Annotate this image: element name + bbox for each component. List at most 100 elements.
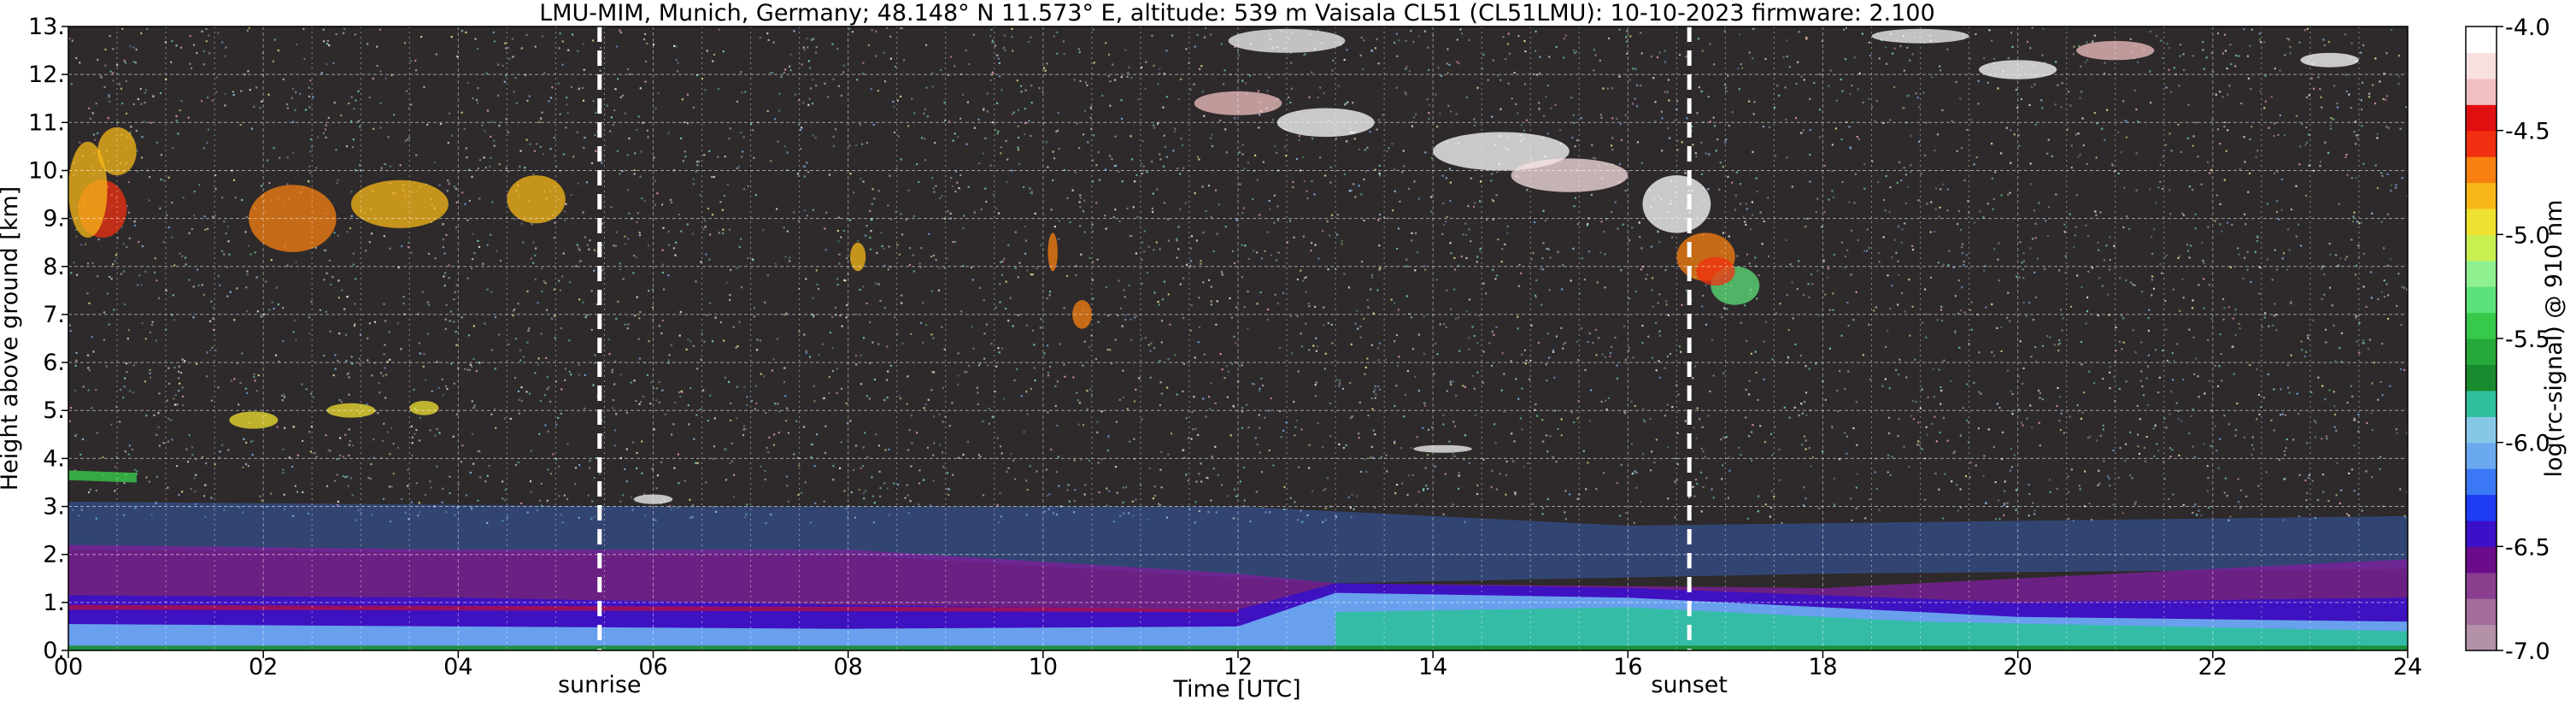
noise-speck xyxy=(1495,326,1498,328)
noise-speck xyxy=(1366,357,1369,360)
noise-speck xyxy=(1423,315,1426,318)
noise-speck xyxy=(526,341,529,344)
noise-speck xyxy=(1916,444,1919,446)
noise-speck xyxy=(190,67,193,69)
noise-speck xyxy=(1534,409,1536,411)
noise-speck xyxy=(824,227,826,230)
noise-speck xyxy=(1534,294,1537,297)
noise-speck xyxy=(1092,180,1094,183)
noise-speck xyxy=(423,353,425,356)
noise-speck xyxy=(836,368,838,370)
noise-speck xyxy=(1473,387,1476,390)
noise-speck xyxy=(2030,356,2033,358)
noise-speck xyxy=(1308,96,1311,98)
noise-speck xyxy=(2085,322,2087,325)
noise-speck xyxy=(1130,234,1133,238)
noise-speck xyxy=(1888,211,1891,214)
noise-speck xyxy=(614,88,617,91)
noise-speck xyxy=(869,321,871,324)
noise-speck xyxy=(1811,456,1815,459)
noise-speck xyxy=(342,475,344,478)
noise-speck xyxy=(226,295,229,297)
noise-speck xyxy=(1403,415,1405,418)
noise-speck xyxy=(1106,349,1109,351)
noise-speck xyxy=(1194,521,1197,524)
noise-speck xyxy=(1145,61,1147,63)
noise-speck xyxy=(570,194,572,197)
noise-speck xyxy=(1629,35,1632,38)
noise-speck xyxy=(2060,412,2063,415)
noise-speck xyxy=(2109,366,2112,368)
noise-speck xyxy=(134,62,137,64)
noise-speck xyxy=(2162,461,2165,463)
noise-speck xyxy=(294,319,296,321)
noise-speck xyxy=(373,438,375,441)
noise-speck xyxy=(201,30,203,32)
noise-speck xyxy=(1247,427,1250,429)
noise-speck xyxy=(1153,126,1156,129)
noise-speck xyxy=(470,365,473,368)
noise-speck xyxy=(1411,232,1413,234)
noise-speck xyxy=(346,231,349,233)
noise-speck xyxy=(984,137,987,139)
noise-speck xyxy=(1203,115,1206,117)
noise-speck xyxy=(954,65,956,68)
noise-speck xyxy=(1803,79,1805,81)
noise-speck xyxy=(1523,129,1526,132)
noise-speck xyxy=(271,301,273,303)
noise-speck xyxy=(1150,342,1153,344)
noise-speck xyxy=(1823,164,1826,167)
noise-speck xyxy=(1674,119,1676,121)
noise-speck xyxy=(122,514,125,516)
noise-speck xyxy=(2134,351,2137,354)
noise-speck xyxy=(700,358,702,361)
noise-speck xyxy=(753,156,755,159)
noise-speck xyxy=(358,357,361,360)
noise-speck xyxy=(2333,414,2337,416)
noise-speck xyxy=(728,380,731,383)
noise-speck xyxy=(2227,93,2229,96)
noise-speck xyxy=(2219,438,2221,440)
noise-speck xyxy=(1100,410,1103,413)
noise-speck xyxy=(1764,503,1767,506)
noise-speck xyxy=(701,332,703,335)
noise-speck xyxy=(1129,440,1131,443)
noise-speck xyxy=(1417,491,1420,493)
noise-speck xyxy=(242,466,244,468)
noise-speck xyxy=(991,41,994,44)
noise-speck xyxy=(463,127,466,130)
noise-speck xyxy=(991,39,994,42)
noise-speck xyxy=(1476,484,1479,486)
noise-speck xyxy=(1675,109,1678,111)
noise-speck xyxy=(217,274,220,277)
noise-speck xyxy=(2354,419,2356,421)
noise-speck xyxy=(1116,491,1118,494)
noise-speck xyxy=(637,115,640,118)
noise-speck xyxy=(333,102,336,104)
noise-speck xyxy=(860,467,862,469)
noise-speck xyxy=(554,221,556,224)
noise-speck xyxy=(408,518,410,521)
noise-speck xyxy=(1922,321,1924,324)
noise-speck xyxy=(205,27,208,31)
noise-speck xyxy=(1576,417,1579,420)
noise-speck xyxy=(1601,353,1604,356)
noise-speck xyxy=(348,393,350,396)
noise-speck xyxy=(2381,394,2384,397)
noise-speck xyxy=(1547,248,1550,250)
noise-speck xyxy=(1831,170,1834,173)
noise-speck xyxy=(408,107,410,109)
noise-speck xyxy=(418,439,421,442)
noise-speck xyxy=(2019,340,2021,343)
noise-speck xyxy=(162,442,165,444)
noise-speck xyxy=(115,456,118,458)
noise-speck xyxy=(1205,209,1207,213)
noise-speck xyxy=(1058,220,1060,222)
noise-speck xyxy=(1445,177,1447,179)
noise-speck xyxy=(1800,403,1803,405)
noise-speck xyxy=(1786,56,1788,58)
noise-speck xyxy=(1194,45,1196,48)
noise-speck xyxy=(1492,218,1494,221)
noise-speck xyxy=(296,491,299,493)
noise-speck xyxy=(1847,324,1850,327)
